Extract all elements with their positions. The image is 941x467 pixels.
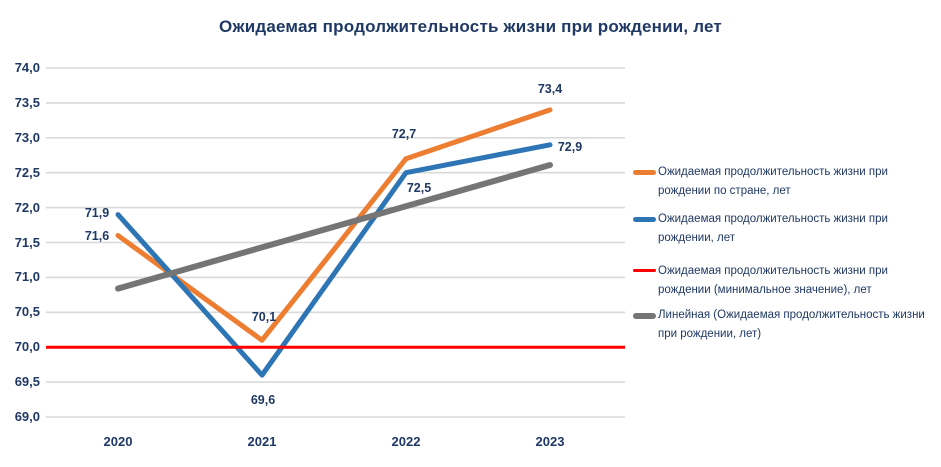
legend-item-minimum: Ожидаемая продолжительность жизни при ро… [633,262,933,300]
legend: Ожидаемая продолжительность жизни при ро… [633,0,933,467]
series-line-country [115,107,553,343]
legend-item-trend: Линейная (Ожидаемая продолжительность жи… [633,306,933,344]
legend-label: Ожидаемая продолжительность жизни при ро… [658,166,888,197]
series-line-trend [115,162,553,292]
legend-label: Ожидаемая продолжительность жизни при ро… [658,213,888,244]
legend-label: Линейная (Ожидаемая продолжительность жи… [658,309,925,340]
legend-item-region: Ожидаемая продолжительность жизни при ро… [633,210,933,248]
legend-item-country: Ожидаемая продолжительность жизни при ро… [633,163,933,201]
legend-label: Ожидаемая продолжительность жизни при ро… [658,265,888,296]
legend-swatch-minimum [633,269,656,272]
legend-swatch-trend [633,313,656,319]
chart-title: Ожидаемая продолжительность жизни при ро… [219,17,722,36]
series-line-region [115,142,553,378]
legend-swatch-region [633,217,656,222]
legend-swatch-country [633,170,656,175]
